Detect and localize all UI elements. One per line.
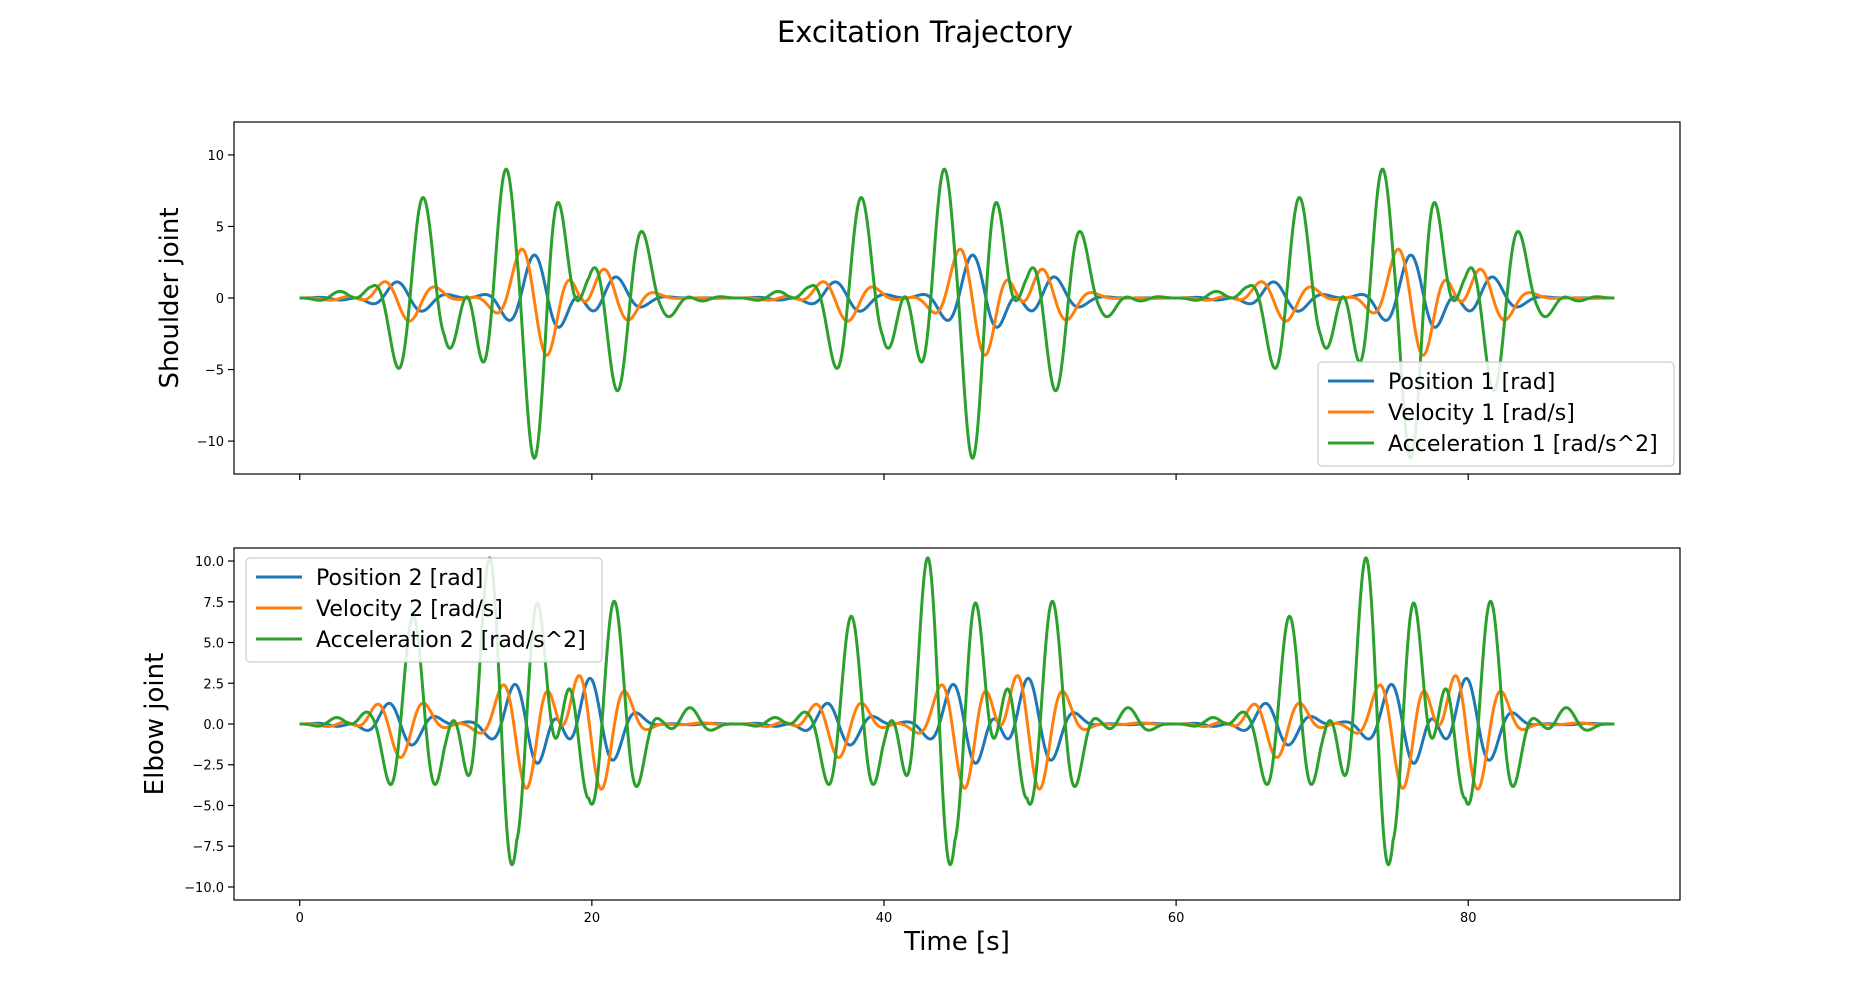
x-tick-label: 80 [1460, 911, 1477, 926]
series-line-velocity [298, 247, 1616, 357]
series-line-position [298, 253, 1616, 329]
x-tick-label: 40 [876, 911, 893, 926]
legend-box [245, 557, 603, 663]
y-tick-label: 5.0 [203, 637, 224, 652]
y-tick-label: −10.0 [184, 881, 224, 896]
y-tick-label: 0 [216, 292, 224, 307]
series-line-acceleration [298, 167, 1616, 460]
legend: Position 1 [rad] Velocity 1 [rad/s] Accele… [1317, 361, 1675, 467]
series-line-velocity [298, 674, 1616, 791]
x-tick-label: 60 [1168, 911, 1185, 926]
legend-label: Acceleration 2 [rad/s^2] [316, 628, 586, 653]
y-axis-label: Elbow joint [140, 653, 170, 796]
elbow-joint-panel: −10.0 −7.5 −5.0 −2.5 0.0 2.5 5.0 7.5 10.0 0 20 40 60… [140, 547, 1681, 957]
y-tick-label: −7.5 [192, 840, 224, 855]
y-tick-label: 2.5 [203, 677, 224, 692]
y-tick-label: −5.0 [192, 799, 224, 814]
series-line-acceleration [298, 556, 1616, 867]
y-tick-label: 5 [216, 220, 224, 235]
legend-label: Velocity 2 [rad/s] [316, 597, 503, 622]
x-axis-label: Time [s] [903, 927, 1010, 957]
legend-label: Velocity 1 [rad/s] [1388, 401, 1575, 426]
y-tick-label: 10 [207, 149, 224, 164]
y-axis-label: Shoulder joint [155, 207, 185, 388]
x-tick-label: 20 [584, 911, 601, 926]
legend-label: Position 2 [rad] [316, 566, 483, 591]
y-tick-label: −5 [205, 364, 224, 379]
series-line-position [298, 676, 1616, 765]
y-tick-label: 10.0 [195, 555, 224, 570]
y-tick-label: −2.5 [192, 759, 224, 774]
shoulder-joint-panel: −10 −5 0 5 10 Shoulder joint Position 1 [rad] V… [155, 121, 1681, 480]
y-tick-label: −10 [197, 435, 224, 450]
legend-label: Acceleration 1 [rad/s^2] [1388, 432, 1658, 457]
figure-title: Excitation Trajectory [777, 15, 1073, 49]
x-tick-label: 0 [296, 911, 304, 926]
legend-box [1317, 361, 1675, 467]
legend: Position 2 [rad] Velocity 2 [rad/s] Accele… [245, 557, 603, 663]
y-tick-label: 7.5 [203, 596, 224, 611]
y-tick-label: 0.0 [203, 718, 224, 733]
legend-label: Position 1 [rad] [1388, 370, 1555, 395]
